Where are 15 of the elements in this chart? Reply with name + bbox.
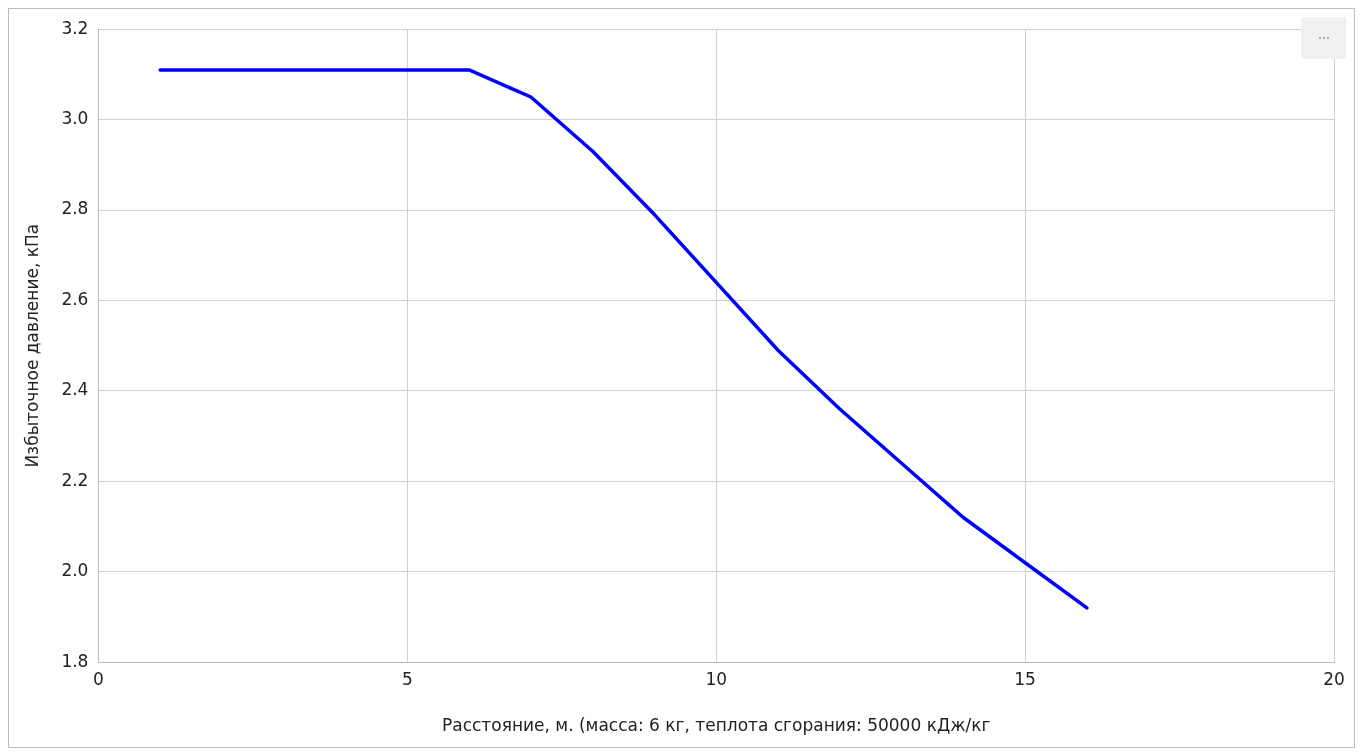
x-tick-label: 20 — [1323, 668, 1345, 689]
y-tick-label: 2.4 — [61, 379, 89, 400]
y-tick-label: 3.2 — [61, 17, 89, 38]
x-tick-label: 15 — [1014, 668, 1036, 689]
y-tick-label: 2.6 — [61, 288, 89, 309]
y-tick-label: 3.0 — [61, 108, 89, 129]
y-tick-label: 1.8 — [61, 650, 89, 671]
y-tick-label: 2.8 — [61, 198, 89, 219]
x-tick-label: 10 — [705, 668, 728, 689]
x-tick-label: 5 — [401, 668, 413, 689]
x-tick-label: 0 — [93, 668, 104, 689]
y-tick-label: 2.2 — [61, 469, 89, 490]
y-tick-label: 2.0 — [61, 560, 89, 581]
x-axis-title: Расстояние, м. (масса: 6 кг, теплота сгорания: 50000 кДж/кг — [441, 715, 991, 736]
y-axis-title: Избыточное давление, кПа — [21, 223, 42, 468]
